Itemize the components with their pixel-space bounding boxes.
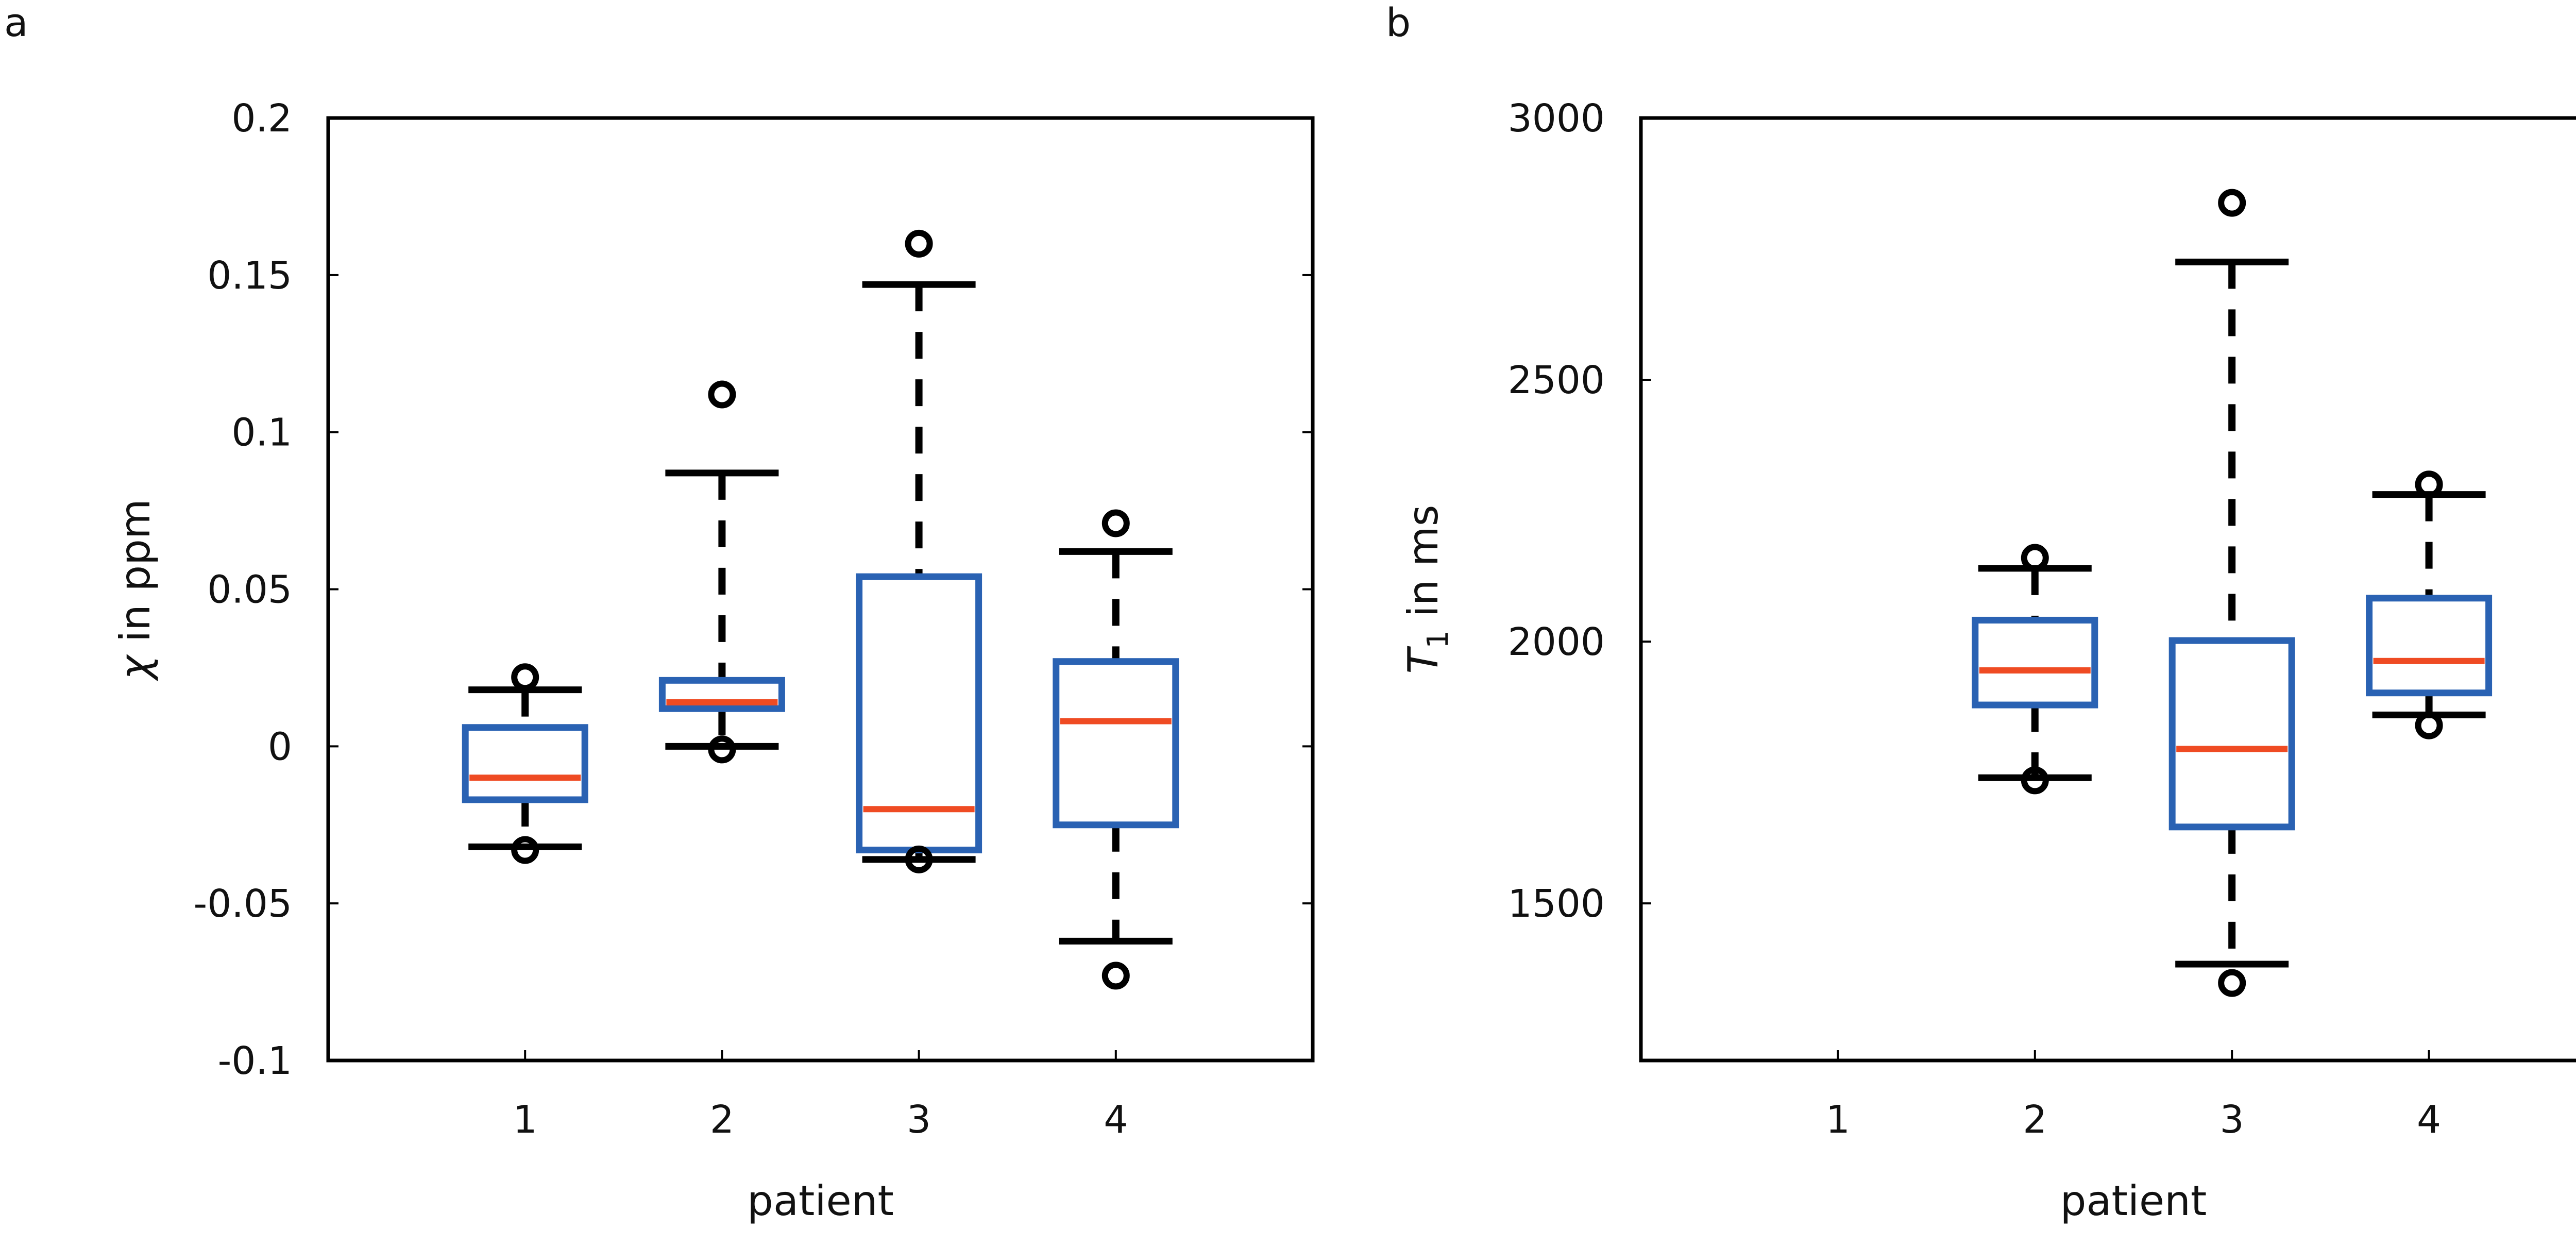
iqr-box [2168,637,2295,831]
outlier-point [2218,189,2246,217]
box-patient-3 [856,229,982,873]
y-tick-label: 2500 [1508,358,1605,402]
iqr-box [2366,595,2493,697]
y-tick-label: 3000 [1508,96,1605,141]
x-axis-label: patient [747,1177,894,1225]
y-tick-label: 0.15 [207,254,292,298]
x-tick-label: 2 [710,1098,734,1142]
outlier-point [2415,470,2443,499]
x-tick-label: 4 [2417,1098,2441,1142]
y-axis-symbol: T [1399,645,1447,673]
y-tick-label: 0.2 [231,96,292,141]
box-patient-3 [2168,189,2295,997]
x-tick-label: 1 [513,1098,537,1142]
y-tick-label: 2000 [1508,620,1605,664]
outlier-point [2415,711,2443,739]
iqr-box [1053,658,1179,829]
axes-frame [1639,116,2576,1063]
y-tick-label: 1500 [1508,882,1605,926]
y-axis-symbol: χ [111,654,159,682]
x-tick-label: 3 [2220,1098,2244,1142]
y-axis-unit: in ppm [111,499,159,655]
box-patient-4 [2366,470,2493,739]
outlier-point [1101,962,1130,990]
panel-label: b [1386,0,1411,45]
outlier-point [905,229,933,258]
x-tick-label: 1 [1826,1098,1850,1142]
iqr-box [856,573,982,854]
outlier-point [905,845,933,873]
box-patient-1 [462,663,588,864]
axes-frame [326,116,1315,1063]
outlier-point [708,735,736,764]
panel-a: a -0.1 -0.05 0 0.05 0.1 0.15 0.2 1 2 3 4 patient χ in… [4,0,1315,1225]
y-axis-label: T1 in ms [1399,505,1455,674]
box-patient-4 [1053,509,1179,990]
y-tick-label: 0 [268,725,292,769]
y-tick-label: -0.1 [218,1039,292,1083]
outlier-point [1101,509,1130,537]
outlier-point [511,663,539,692]
y-tick-label: 0.05 [207,568,292,612]
outlier-point [2021,544,2049,572]
y-axis-label: χ in ppm [111,499,159,682]
x-tick-label: 3 [907,1098,931,1142]
outlier-point [511,836,539,864]
iqr-box [1972,616,2098,709]
outlier-point [2218,969,2246,997]
box-patient-2 [1972,544,2098,795]
box-patient-2 [658,380,785,764]
outlier-point [708,380,736,409]
x-axis-label: patient [2060,1177,2207,1225]
y-axis-unit: in ms [1399,505,1447,630]
x-tick-label: 2 [2023,1098,2047,1142]
panel-label: a [4,0,28,45]
y-tick-label: -0.05 [194,882,292,926]
y-tick-label: 0.1 [231,411,292,455]
y-axis-subscript: 1 [1421,630,1455,649]
outlier-point [2021,766,2049,795]
x-tick-label: 4 [1104,1098,1128,1142]
iqr-box [462,724,588,803]
